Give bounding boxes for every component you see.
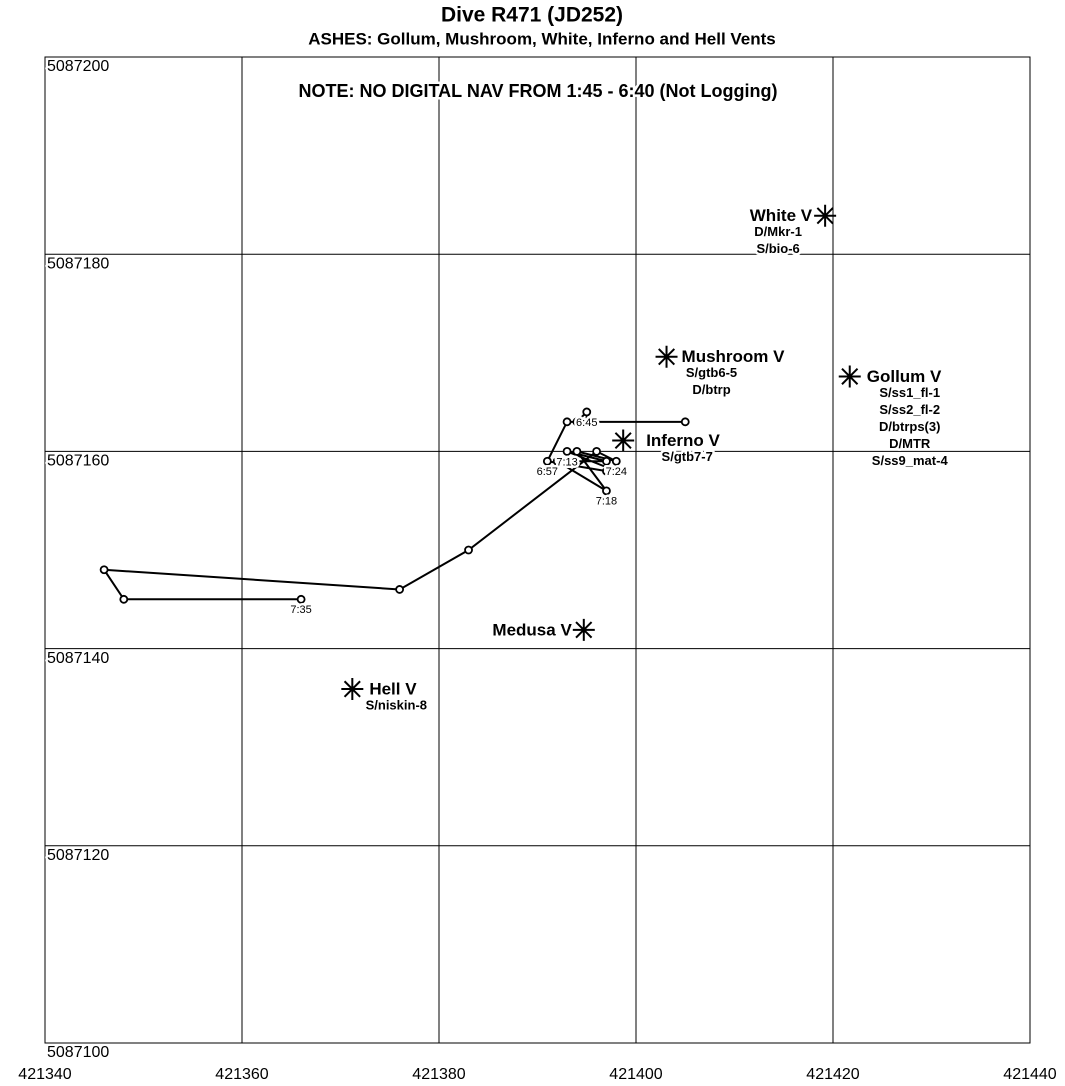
track-point [602, 466, 611, 476]
track-point [464, 545, 473, 555]
vent-marker [655, 345, 678, 368]
x-tick-label: 421400 [609, 1066, 662, 1083]
vent-sample: S/gtb7-7 [662, 449, 713, 464]
y-tick-label: 5087160 [47, 453, 109, 470]
vent-sample: S/ss9_mat-4 [872, 453, 949, 468]
track-point [602, 486, 611, 496]
vent-marker [572, 618, 595, 641]
vent-sample: S/bio-6 [756, 241, 799, 256]
x-tick-label: 421440 [1003, 1066, 1056, 1083]
track-point [611, 456, 621, 466]
track-point [680, 417, 690, 427]
vent-sample: S/niskin-8 [366, 697, 427, 712]
vent-name: Inferno V [646, 431, 720, 450]
y-tick-label: 5087140 [47, 650, 109, 667]
vent-name: Hell V [369, 680, 417, 699]
track-point [542, 456, 552, 466]
vent-sample: D/btrps(3) [879, 419, 940, 434]
x-tick-label: 421340 [18, 1066, 71, 1083]
x-tick-label: 421420 [806, 1066, 859, 1083]
x-tick-label: 421360 [215, 1066, 268, 1083]
track-point [395, 585, 405, 594]
y-tick-label: 5087200 [47, 58, 109, 75]
track-point [572, 446, 582, 456]
track-point [582, 417, 592, 427]
track-point [611, 466, 621, 476]
track-point [99, 565, 109, 575]
note: NOTE: NO DIGITAL NAV FROM 1:45 - 6:40 (N… [299, 81, 778, 101]
time-label: 7:24 [606, 466, 627, 478]
chart-title: Dive R471 (JD252) [441, 4, 623, 27]
track-point [592, 446, 601, 456]
track-point [582, 407, 592, 417]
vent-sample: S/gtb6-5 [686, 365, 737, 380]
vent-marker [341, 678, 364, 701]
vent-sample: D/MTR [889, 436, 931, 451]
y-tick-label: 5087100 [47, 1044, 109, 1061]
y-tick-label: 5087120 [47, 847, 109, 864]
time-label: 6:57 [537, 466, 558, 478]
plot-frame [44, 56, 1031, 1044]
chart-subtitle: ASHES: Gollum, Mushroom, White, Inferno … [308, 29, 776, 48]
vent-marker [814, 204, 837, 227]
vent-sample: D/btrp [692, 382, 730, 397]
vent-sample: S/ss2_fl-2 [879, 402, 940, 417]
track-point [602, 456, 611, 466]
vent-marker [838, 365, 861, 388]
track-point [572, 417, 582, 427]
time-label: 6:45 [576, 417, 597, 429]
y-tick-label: 5087180 [47, 255, 109, 272]
time-label: 7:13 [556, 456, 577, 468]
track-point [119, 594, 129, 604]
vent-marker [612, 429, 635, 452]
vent-name: Mushroom V [682, 347, 786, 366]
track-point [562, 446, 572, 456]
vent-sample: D/Mkr-1 [754, 224, 802, 239]
track-point [296, 594, 306, 604]
vent-name: White V [750, 206, 813, 225]
track-point [552, 456, 562, 466]
vent-sample: S/ss1_fl-1 [879, 385, 940, 400]
vent-name: Medusa V [492, 620, 572, 639]
vent-name: Gollum V [867, 367, 942, 386]
time-label: 7:18 [596, 496, 617, 508]
x-tick-label: 421380 [412, 1066, 465, 1083]
time-label: 7:35 [290, 604, 311, 616]
track-point [562, 417, 572, 427]
